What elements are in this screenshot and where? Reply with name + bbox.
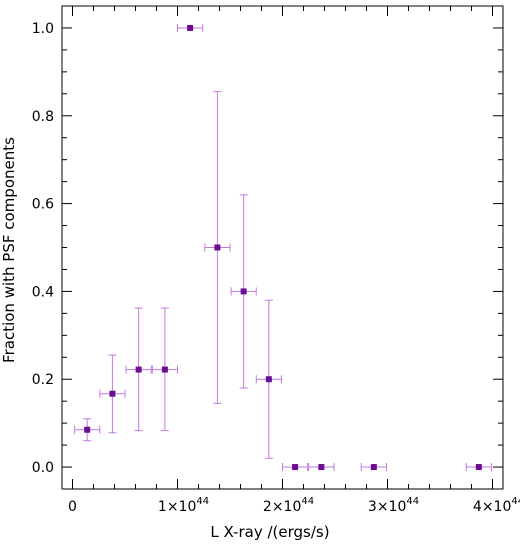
data-point — [125, 307, 152, 432]
y-tick-label: 0.4 — [32, 284, 54, 300]
data-series — [74, 23, 492, 472]
x-tick-label: 0 — [68, 499, 77, 515]
plot-frame — [61, 5, 504, 490]
x-tick-label: 4×1044 — [473, 496, 520, 515]
point-marker — [161, 366, 168, 373]
data-point — [308, 463, 335, 472]
plot-border — [61, 5, 504, 490]
point-marker — [292, 464, 299, 471]
data-point — [282, 463, 309, 472]
y-tick-label: 1.0 — [32, 21, 54, 37]
y-axis-label: Fraction with PSF components — [0, 137, 18, 363]
y-axis: 0.0 0.2 0.4 0.6 0.8 1.0 — [32, 21, 503, 476]
x-tick-label: 3×1044 — [368, 496, 419, 515]
data-point — [177, 23, 204, 32]
data-point — [204, 91, 231, 404]
point-marker — [135, 366, 142, 373]
x-tick-label: 2×1044 — [263, 496, 314, 515]
data-point — [99, 354, 126, 434]
y-tick-label: 0.8 — [32, 109, 54, 125]
point-marker — [265, 376, 272, 383]
point-marker — [84, 426, 91, 433]
data-point — [74, 418, 101, 442]
x-tick-label: 1×1044 — [158, 496, 209, 515]
y-tick-label: 0.6 — [32, 197, 54, 213]
data-point — [230, 194, 257, 389]
y-tick-label: 0.2 — [32, 372, 54, 388]
point-marker — [475, 464, 482, 471]
data-point — [360, 463, 387, 472]
data-point — [151, 307, 178, 432]
point-marker — [240, 288, 247, 295]
point-marker — [187, 24, 194, 31]
point-marker — [214, 244, 221, 251]
x-axis-label: L X-ray /(ergs/s) — [210, 523, 329, 541]
point-marker — [318, 464, 325, 471]
point-marker — [109, 390, 116, 397]
data-point — [255, 299, 282, 459]
data-point — [465, 463, 492, 472]
x-axis: 0 1×1044 2×1044 3×1044 4×1044 — [68, 6, 520, 515]
point-marker — [370, 464, 377, 471]
y-tick-label: 0.0 — [32, 460, 54, 476]
